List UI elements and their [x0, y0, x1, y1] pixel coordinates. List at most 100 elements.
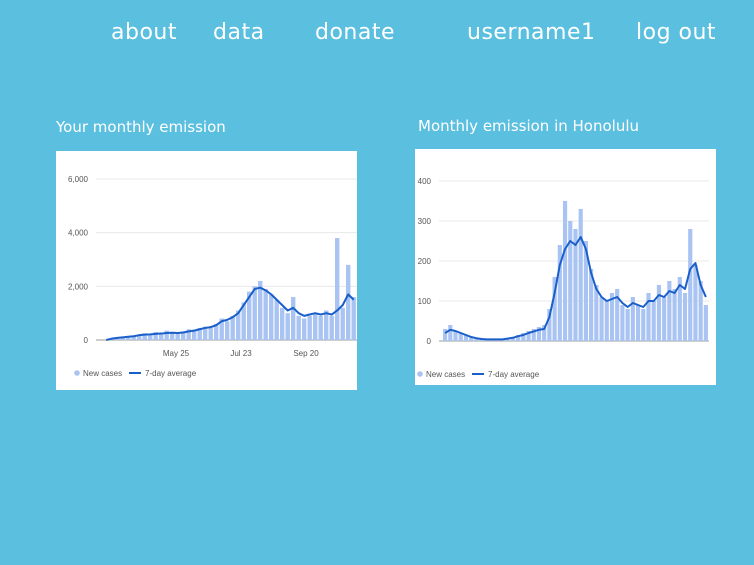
bar-new-cases — [583, 241, 588, 341]
bar-new-cases — [641, 309, 646, 341]
bar-new-cases — [307, 315, 312, 340]
bar-new-cases — [589, 269, 594, 341]
bar-new-cases — [219, 318, 224, 340]
bar-new-cases — [536, 327, 542, 341]
nav-link-data[interactable]: data — [213, 20, 265, 45]
bar-new-cases — [170, 331, 175, 340]
y-tick-label: 300 — [418, 217, 432, 226]
y-tick-label: 200 — [418, 257, 432, 266]
bar-new-cases — [247, 291, 252, 340]
bar-new-cases — [197, 327, 202, 340]
bar-new-cases — [318, 315, 323, 340]
bar-new-cases — [516, 335, 521, 341]
bar-new-cases — [552, 277, 557, 341]
bar-new-cases — [203, 326, 208, 340]
bar-new-cases — [164, 330, 169, 340]
bar-new-cases — [672, 289, 677, 341]
series-line-7-day-average — [444, 236, 707, 341]
bar-new-cases — [280, 307, 285, 340]
bar-new-cases — [521, 333, 526, 341]
bar-new-cases — [630, 297, 635, 341]
legend-label-7-day-average: 7-day average — [145, 369, 197, 378]
bar-new-cases — [469, 337, 474, 341]
y-tick-label: 100 — [418, 297, 432, 306]
bar-new-cases — [635, 305, 641, 341]
bar-new-cases — [269, 294, 274, 340]
bar-new-cases — [148, 334, 153, 340]
bar-new-cases — [346, 264, 351, 340]
bar-new-cases — [693, 265, 698, 341]
bar-new-cases — [688, 229, 693, 341]
right-chart-svg: 400 300 200 100 0 New cases 7-day average — [417, 177, 709, 379]
bar-new-cases — [192, 329, 197, 340]
y-tick-label: 0 — [84, 336, 89, 345]
y-tick-label: 400 — [418, 177, 432, 186]
bar-new-cases — [542, 325, 547, 341]
bar-new-cases — [703, 305, 708, 341]
legend-swatch-new-cases — [417, 371, 423, 377]
x-tick-label: May 25 — [163, 349, 190, 358]
bar-new-cases — [291, 297, 296, 340]
bar-new-cases — [153, 331, 158, 340]
bar-new-cases — [615, 289, 620, 341]
bar-new-cases — [263, 289, 268, 340]
bar-new-cases — [120, 336, 125, 340]
bar-new-cases — [340, 307, 345, 340]
y-tick-label: 2,000 — [68, 282, 89, 291]
bar-new-cases — [131, 335, 136, 340]
nav-link-about[interactable]: about — [111, 20, 177, 45]
bar-new-cases — [214, 323, 219, 340]
bar-new-cases — [677, 277, 682, 341]
bar-new-cases — [667, 281, 672, 341]
bar-new-cases — [329, 315, 334, 340]
nav-link-donate[interactable]: donate — [315, 20, 396, 45]
bar-new-cases — [620, 305, 625, 341]
y-tick-label: 6,000 — [68, 175, 89, 184]
bar-new-cases — [241, 302, 246, 340]
bar-new-cases — [236, 310, 241, 340]
bar-new-cases — [526, 331, 531, 341]
bar-new-cases — [285, 313, 290, 340]
legend-label-new-cases: New cases — [83, 369, 122, 378]
bar-new-cases — [682, 293, 688, 341]
bar-new-cases — [573, 229, 578, 341]
bar-new-cases — [313, 313, 318, 340]
bar-new-cases — [142, 333, 147, 340]
bar-new-cases — [458, 333, 463, 341]
bar-new-cases — [609, 293, 615, 341]
left-chart-svg: 6,000 4,000 2,000 0 May 25 Jul 23 Sep 20 New ca… — [68, 175, 357, 378]
bar-new-cases — [302, 318, 307, 340]
bar-new-cases — [351, 297, 356, 340]
bar-new-cases — [463, 335, 469, 341]
left-chart-card: 6,000 4,000 2,000 0 May 25 Jul 23 Sep 20 New ca… — [56, 151, 357, 390]
y-tick-label: 0 — [427, 337, 432, 346]
x-tick-label: Jul 23 — [230, 349, 252, 358]
bar-new-cases — [594, 285, 599, 341]
bar-new-cases — [274, 299, 279, 340]
legend-label-7-day-average: 7-day average — [488, 370, 540, 379]
x-tick-label: Sep 20 — [293, 349, 319, 358]
bar-new-cases — [296, 315, 301, 340]
bar-new-cases — [568, 221, 573, 341]
bar-new-cases — [258, 280, 263, 340]
nav-link-logout[interactable]: log out — [636, 20, 717, 45]
bar-new-cases — [625, 309, 630, 341]
bar-new-cases — [698, 281, 703, 341]
bar-new-cases — [159, 332, 164, 340]
legend-label-new-cases: New cases — [426, 370, 465, 379]
y-tick-label: 4,000 — [68, 229, 89, 238]
bar-new-cases — [335, 238, 340, 340]
bar-new-cases — [181, 331, 186, 340]
bar-new-cases — [578, 209, 583, 341]
bar-new-cases — [651, 301, 656, 341]
bar-new-cases — [599, 297, 604, 341]
bar-new-cases — [137, 334, 142, 340]
nav-link-username[interactable]: username1 — [467, 20, 596, 45]
bar-new-cases — [443, 329, 448, 341]
bar-new-cases — [474, 337, 479, 341]
bar-new-cases — [453, 331, 458, 341]
right-chart-card: 400 300 200 100 0 New cases 7-day average — [415, 149, 716, 385]
bar-new-cases — [208, 327, 213, 340]
bar-new-cases — [646, 293, 651, 341]
bar-new-cases — [324, 310, 329, 340]
